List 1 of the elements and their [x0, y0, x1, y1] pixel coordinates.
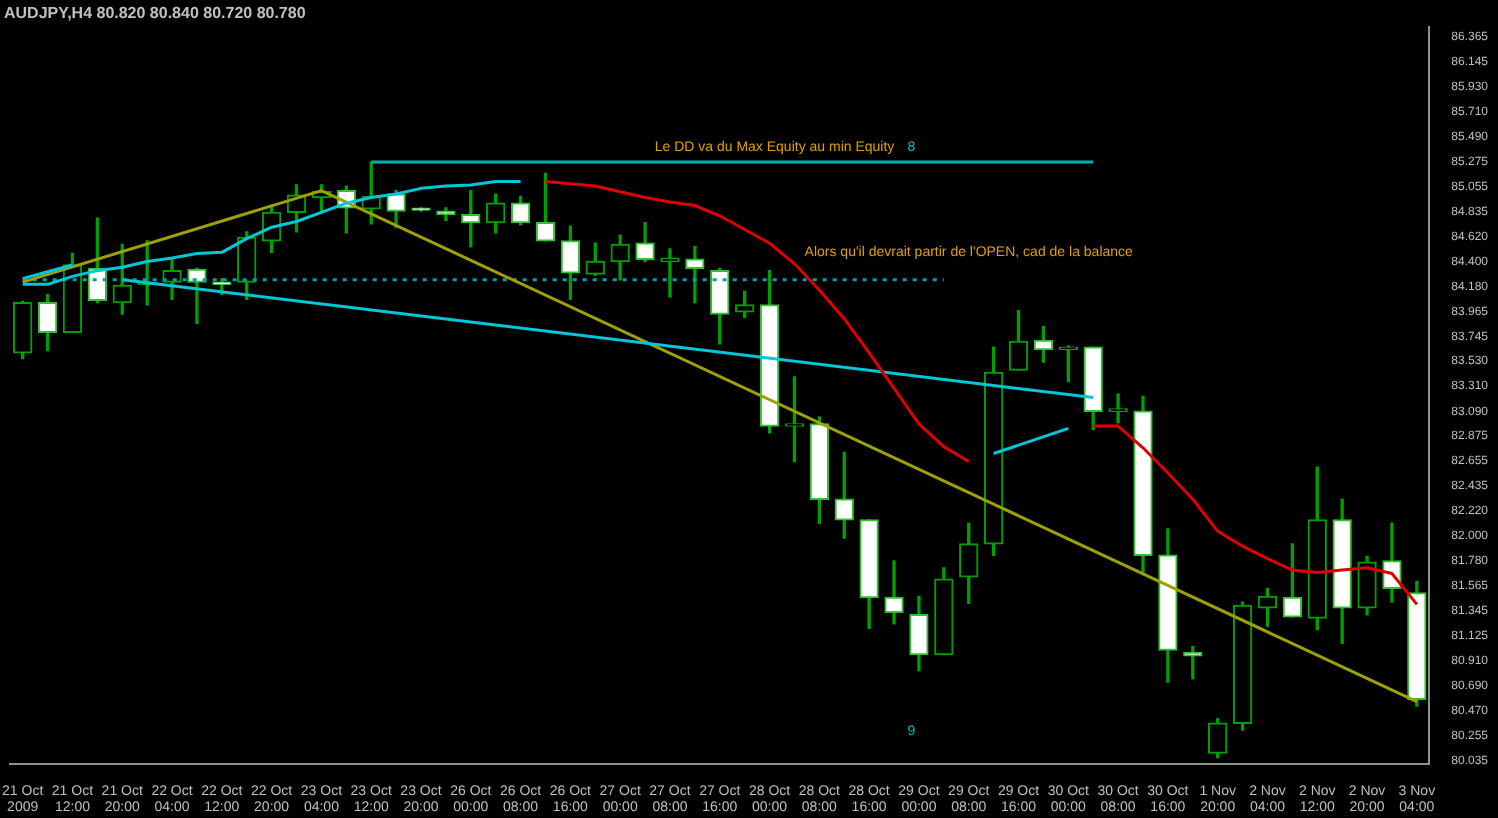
- chart-title: AUDJPY,H4 80.820 80.840 80.720 80.780: [4, 4, 307, 23]
